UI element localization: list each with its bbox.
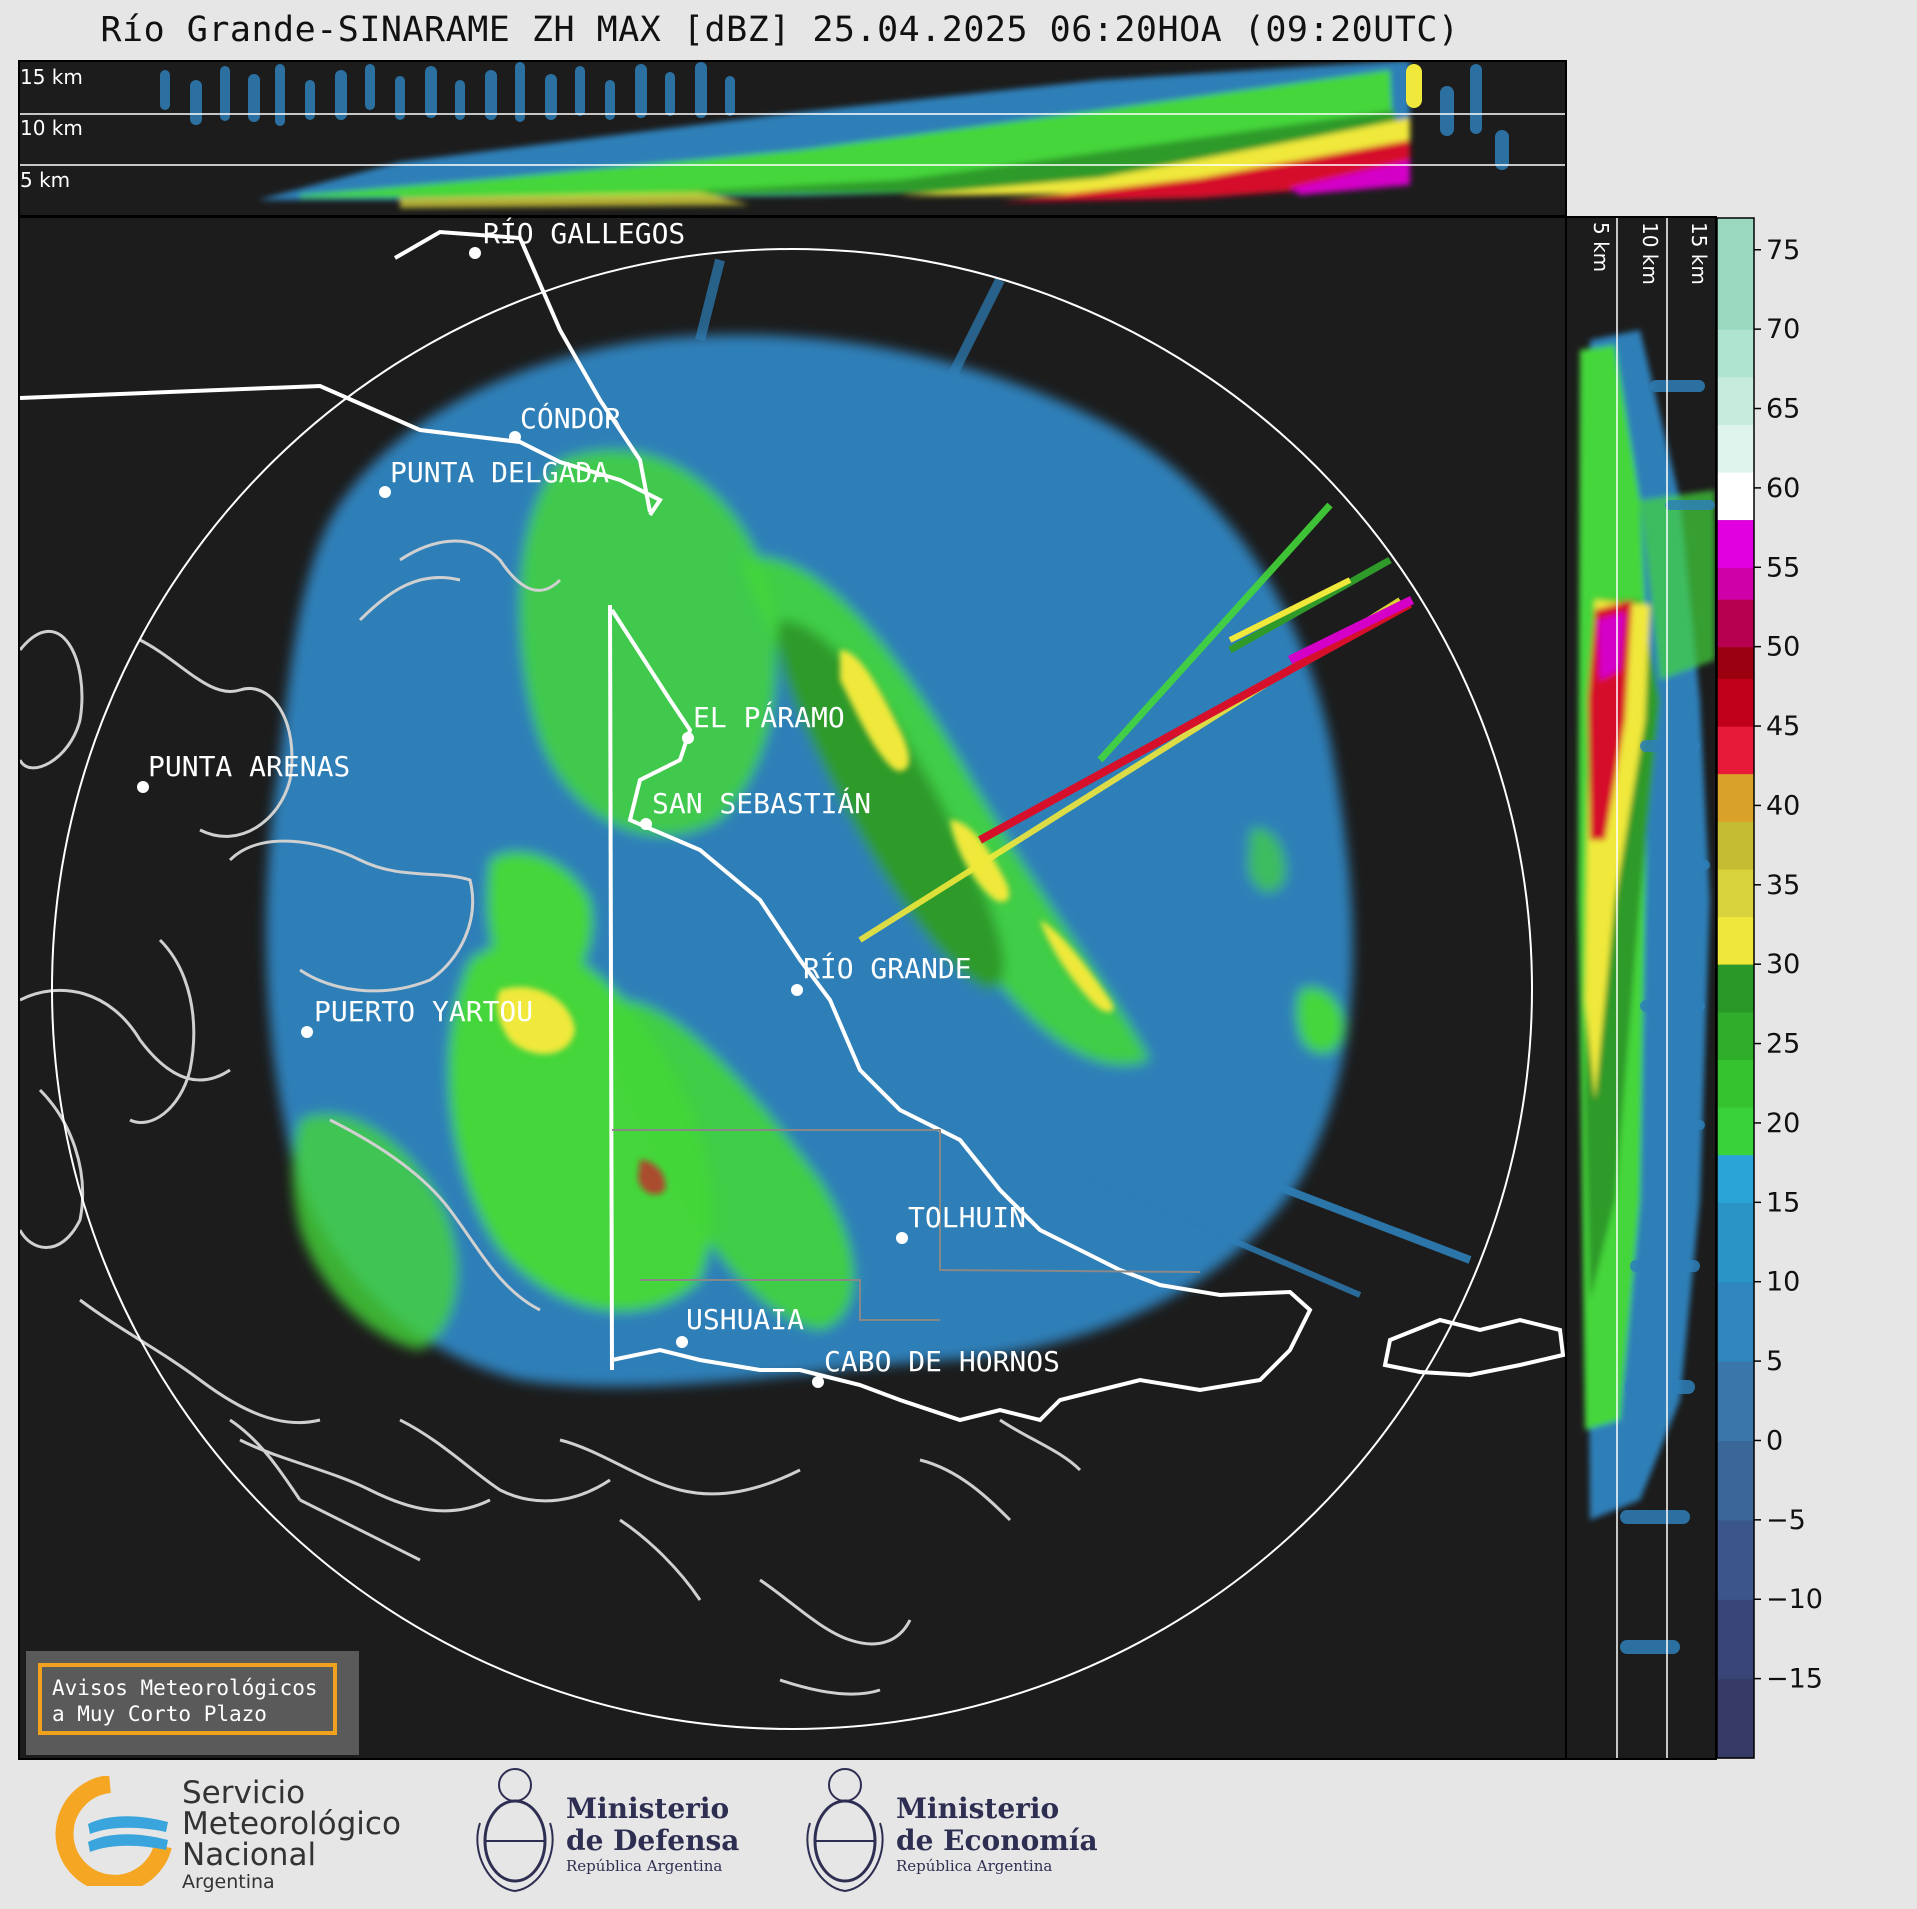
city-label-punta-arenas: PUNTA ARENAS [148, 750, 350, 783]
colorbar-segment [1717, 1361, 1754, 1442]
colorbar-segment [1717, 567, 1754, 600]
defensa-line2: de Defensa [566, 1824, 740, 1857]
colorbar-tick-label: 60 [1766, 473, 1800, 504]
colorbar-tick-label: 0 [1766, 1425, 1783, 1456]
colorbar-segment [1717, 726, 1754, 775]
colorbar-segment [1717, 599, 1754, 648]
colorbar-tick-label: 5 [1766, 1346, 1783, 1377]
city-label-el-paramo: EL PÁRAMO [693, 700, 845, 734]
side-altitude-label: 5 km [1589, 222, 1613, 272]
colorbar-tick-label: 55 [1766, 552, 1800, 583]
colorbar-segment [1717, 773, 1754, 822]
smn-line1: Servicio [182, 1775, 306, 1811]
colorbar-border [1716, 217, 1755, 1759]
top-cross-section-panel: 15 km 10 km 5 km [18, 60, 1567, 217]
colorbar-tick-label: −10 [1766, 1584, 1823, 1615]
city-markers [137, 247, 908, 1388]
side-altitude-label: 15 km [1687, 222, 1711, 285]
smn-logo-icon [55, 1776, 172, 1886]
city-label-punta-delgada: PUNTA DELGADA [390, 456, 609, 489]
economia-logo-text: Ministerio de Economía República Argenti… [896, 1792, 1098, 1876]
colorbar-tick-label: 65 [1766, 394, 1800, 425]
economia-line3: República Argentina [896, 1857, 1053, 1875]
colorbar-segment [1717, 821, 1754, 870]
colorbar-segment [1717, 916, 1754, 965]
radial-spikes [695, 258, 1472, 1298]
economia-line2: de Economía [896, 1824, 1098, 1857]
colorbar-segment [1717, 1678, 1754, 1759]
avisos-line2: a Muy Corto Plazo [52, 1702, 267, 1726]
colorbar-tick-label: 25 [1766, 1029, 1800, 1060]
colorbar-tick-label: 30 [1766, 949, 1800, 980]
colorbar-segment [1717, 1519, 1754, 1600]
colorbar-tick-label: 40 [1766, 790, 1800, 821]
radar-map-panel: RÍO GALLEGOS CÓNDOR PUNTA DELGADA EL PÁR… [18, 216, 1567, 1760]
top-altitude-label: 15 km [20, 65, 83, 89]
smn-logo-text: Servicio Meteorológico Nacional Argentin… [182, 1775, 401, 1894]
colorbar-segment [1717, 218, 1754, 330]
city-label-tolhuin: TOLHUIN [908, 1201, 1026, 1234]
colorbar-segment [1717, 1011, 1754, 1061]
avisos-box: Avisos Meteorológicos a Muy Corto Plazo [26, 1651, 359, 1755]
colorbar-segment [1717, 1281, 1754, 1362]
colorbar-segment [1717, 1154, 1754, 1203]
colorbar-tick-label: 10 [1766, 1267, 1800, 1298]
colorbar-segment [1717, 1599, 1754, 1680]
colorbar-tick-label: −5 [1766, 1505, 1806, 1536]
colorbar-tick-label: −15 [1766, 1664, 1823, 1695]
colorbar-segment [1717, 1202, 1754, 1283]
colorbar-segment [1717, 868, 1754, 918]
map-title: Río Grande-SINARAME ZH MAX [dBZ] 25.04.2… [100, 10, 1460, 50]
city-label-condor: CÓNDOR [520, 401, 621, 435]
coat-of-arms-defensa-icon [476, 1768, 554, 1893]
smn-line4: Argentina [182, 1871, 275, 1893]
city-label-ushuaia: USHUAIA [686, 1303, 804, 1336]
colorbar-tick-label: 45 [1766, 711, 1800, 742]
side-cross-section-panel: 5 km 10 km 15 km [1565, 216, 1717, 1760]
defensa-line1: Ministerio [566, 1792, 730, 1825]
smn-line2: Meteorológico [182, 1806, 401, 1842]
defensa-logo-text: Ministerio de Defensa República Argentin… [566, 1792, 740, 1876]
colorbar-tick-label: 15 [1766, 1187, 1800, 1218]
coastlines [20, 539, 1082, 1696]
colorbar-segment [1717, 472, 1754, 521]
colorbar-segment [1717, 1059, 1754, 1108]
top-altitude-label: 10 km [20, 116, 83, 140]
colorbar-segment [1717, 376, 1754, 425]
colorbar-segment [1717, 329, 1754, 378]
colorbar-tick-label: 35 [1766, 870, 1800, 901]
smn-line3: Nacional [182, 1837, 317, 1873]
side-altitude-label: 10 km [1638, 222, 1662, 285]
range-ring [51, 248, 1533, 1730]
defensa-line3: República Argentina [566, 1857, 723, 1875]
colorbar-tick-label: 70 [1766, 314, 1800, 345]
city-label-rio-gallegos: RÍO GALLEGOS [483, 216, 685, 250]
colorbar-segment [1717, 964, 1754, 1013]
colorbar-segment [1717, 678, 1754, 727]
radar-echoes [266, 334, 1353, 1387]
colorbar-segment [1717, 1440, 1754, 1521]
coat-of-arms-economia-icon [806, 1768, 884, 1893]
colorbar-tick-label: 75 [1766, 235, 1800, 266]
economia-line1: Ministerio [896, 1792, 1060, 1825]
colorbar-segment [1717, 424, 1754, 473]
top-altitude-label: 5 km [20, 168, 70, 192]
city-label-cabo-de-hornos: CABO DE HORNOS [824, 1345, 1060, 1378]
city-label-rio-grande: RÍO GRANDE [803, 951, 972, 985]
avisos-line1: Avisos Meteorológicos [52, 1676, 318, 1700]
colorbar-segment [1717, 646, 1754, 680]
colorbar-tick-label: 20 [1766, 1108, 1800, 1139]
colorbar-tick-label: 50 [1766, 632, 1800, 663]
colorbar-segment [1717, 519, 1754, 568]
city-label-puerto-yartou: PUERTO YARTOU [314, 995, 533, 1028]
city-label-san-sebastian: SAN SEBASTIÁN [652, 786, 871, 820]
borders [20, 229, 1565, 1423]
colorbar-segment [1717, 1107, 1754, 1156]
